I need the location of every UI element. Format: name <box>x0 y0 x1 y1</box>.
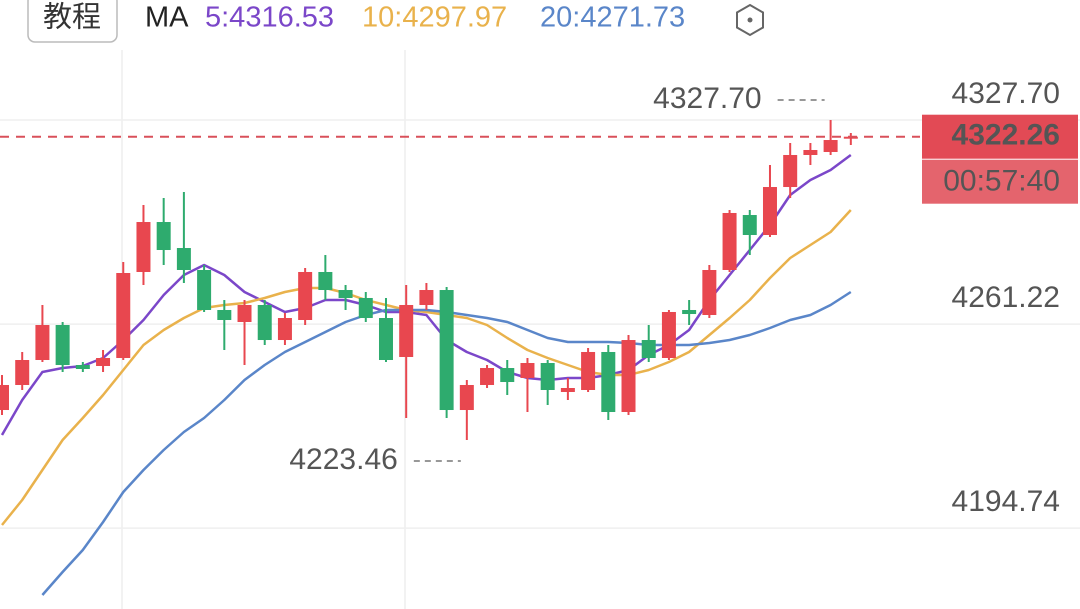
countdown-tag <box>922 159 1078 204</box>
candle-body <box>176 248 191 270</box>
ma-label: MA <box>145 2 189 34</box>
ma-legend: 10:4297.97 <box>362 2 507 34</box>
y-tick-label: 4194.74 <box>952 485 1060 518</box>
candle-body <box>96 358 111 366</box>
candle-body <box>378 318 393 361</box>
overlay: 4322.26 00:57:40 4327.70 4223.46 <box>0 82 1078 476</box>
candle-body <box>136 222 151 272</box>
candle-body <box>197 269 212 310</box>
candle-body <box>823 140 838 152</box>
candle-body <box>540 363 555 390</box>
y-tick-label: 4261.22 <box>952 281 1060 314</box>
tutorial-button[interactable] <box>27 0 118 43</box>
ma-line <box>1 209 852 526</box>
candle-body <box>520 363 535 378</box>
candle-body <box>621 340 636 413</box>
candle-body <box>318 271 333 291</box>
candle-body <box>500 368 515 383</box>
candle-body <box>277 318 292 341</box>
candle-body <box>35 325 50 361</box>
candle-body <box>15 360 30 385</box>
candle-body <box>742 215 757 235</box>
y-tick-label: 4327.70 <box>952 77 1060 110</box>
candle-body <box>257 304 272 341</box>
candle-body <box>0 384 9 411</box>
candle-body <box>581 351 596 390</box>
candle-body <box>116 273 131 359</box>
candle-body <box>298 271 313 321</box>
candle-body <box>419 290 434 305</box>
candle-body <box>722 212 737 270</box>
candle-body <box>55 325 70 366</box>
candle-body <box>156 222 171 251</box>
ma-legend: 20:4271.73 <box>540 2 685 34</box>
candle-body <box>641 340 656 359</box>
candle-body <box>75 365 90 369</box>
candle-body <box>803 149 818 155</box>
candle-body <box>338 290 353 298</box>
candle-body <box>399 304 414 357</box>
candle-body <box>702 269 717 315</box>
candle-body <box>762 187 777 235</box>
candle-body <box>601 351 616 413</box>
candle-body <box>459 384 474 411</box>
ma-legend: 5:4316.53 <box>205 2 334 34</box>
candle-body <box>682 309 697 315</box>
candle-body <box>439 290 454 411</box>
tutorial-button-label[interactable]: 教程 <box>43 1 101 34</box>
candle-body <box>783 154 798 188</box>
candle-body <box>217 309 232 321</box>
candle-body <box>661 311 676 359</box>
grid: 4327.70 4261.22 4194.74 <box>0 77 1080 529</box>
max-marker-label: 4327.70 <box>653 82 761 115</box>
countdown-label: 00:57:40 <box>943 165 1060 198</box>
min-marker-label: 4223.46 <box>289 443 397 476</box>
current-price-tag <box>922 114 1078 159</box>
candle-body <box>560 388 575 392</box>
current-price-label: 4322.26 <box>952 119 1060 152</box>
candle-body <box>480 368 495 385</box>
settings-icon[interactable] <box>736 3 764 37</box>
candles <box>0 120 858 441</box>
candle-body <box>358 297 373 319</box>
candle-body <box>237 304 252 322</box>
